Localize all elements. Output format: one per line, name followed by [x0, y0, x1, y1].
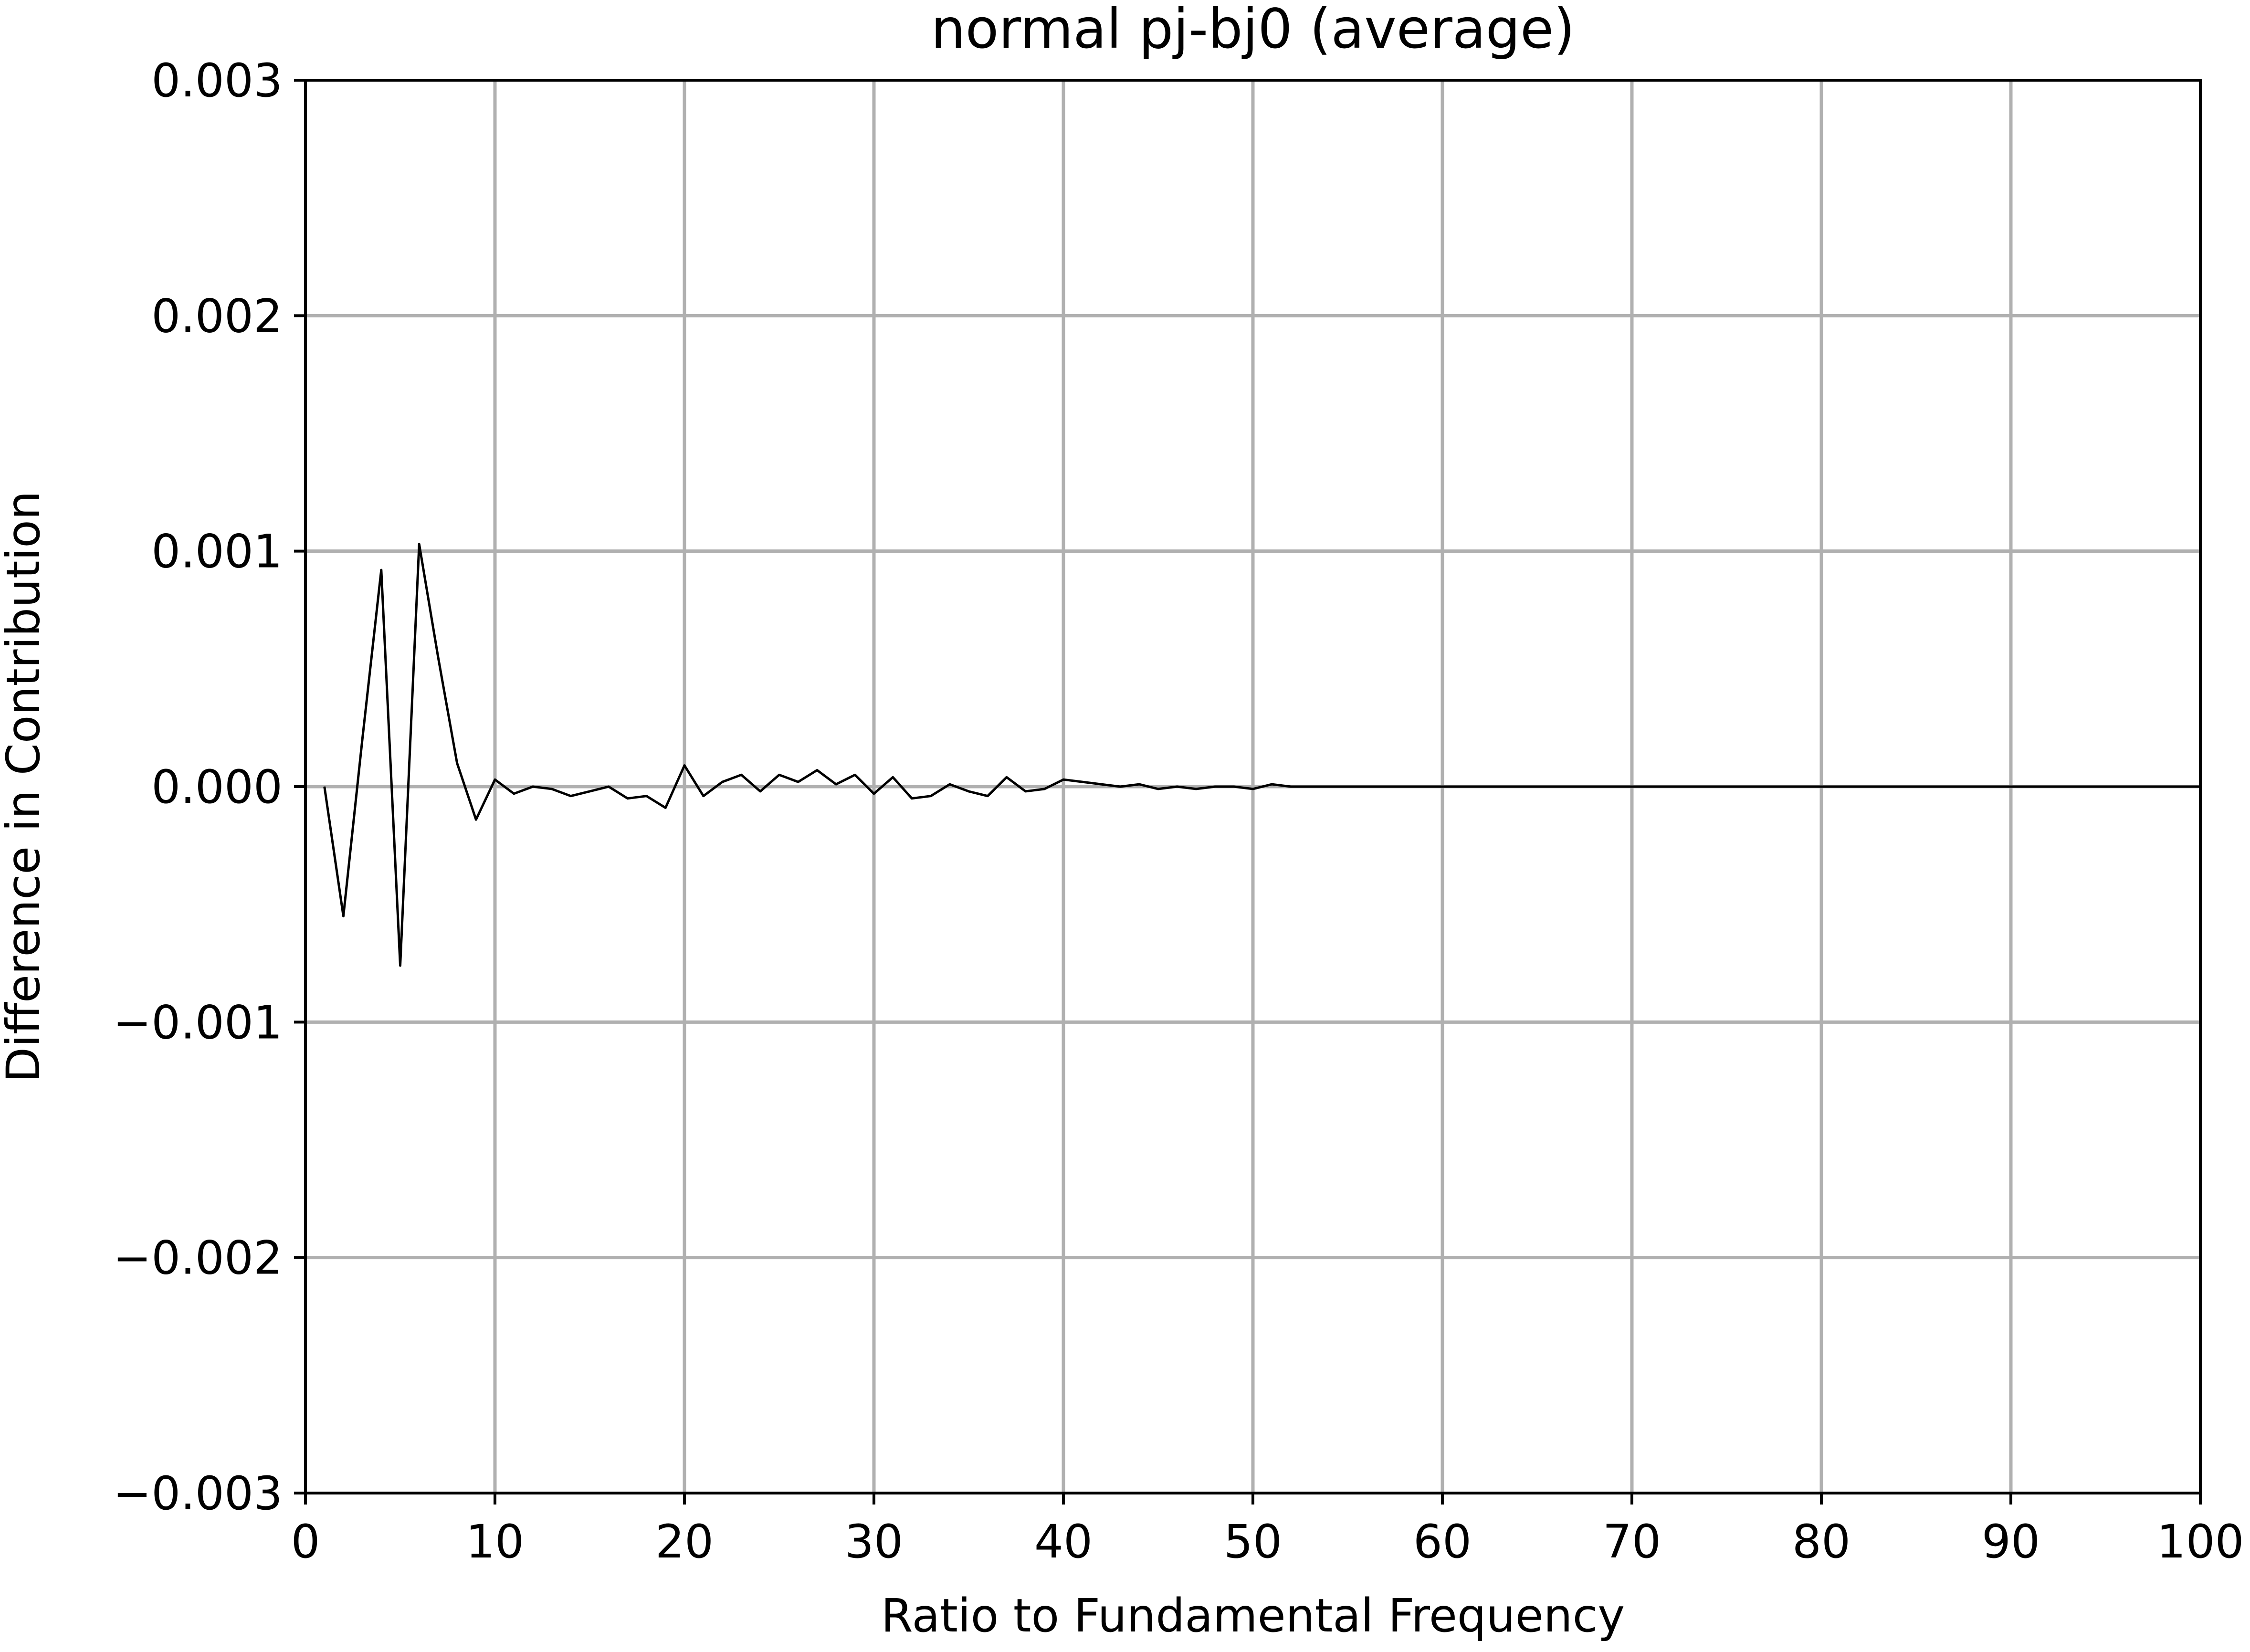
y-tick-label: 0.003	[151, 54, 283, 107]
series-line	[323, 543, 2200, 967]
y-tick-label: 0.000	[151, 760, 283, 814]
x-tick-label: 80	[1792, 1515, 1850, 1568]
x-tick-label: 30	[845, 1515, 903, 1568]
data-point	[1101, 784, 1102, 785]
x-tick-label: 0	[291, 1515, 320, 1568]
data-point	[1063, 779, 1064, 780]
series-layer	[323, 543, 2201, 967]
y-tick-label: 0.002	[151, 289, 283, 343]
ticks: 0 10 20 30 40 50 60 70 80 90 100 0.003 0.002 0.001 0.0…	[113, 54, 2244, 1568]
x-tick-label: 70	[1603, 1515, 1661, 1568]
y-tick-label: −0.002	[113, 1231, 283, 1285]
data-point	[362, 739, 363, 740]
chart-title: normal pj-bj0 (average)	[931, 0, 1575, 61]
y-tick-label: −0.003	[113, 1467, 283, 1520]
x-axis-label: Ratio to Fundamental Frequency	[881, 1589, 1625, 1642]
x-tick-label: 100	[2156, 1515, 2244, 1568]
x-tick-label: 90	[1982, 1515, 2040, 1568]
y-tick-label: 0.001	[151, 525, 283, 579]
data-point	[949, 784, 950, 785]
x-tick-label: 40	[1034, 1515, 1093, 1568]
y-axis-label: Difference in Contribution	[0, 491, 50, 1083]
x-tick-label: 50	[1224, 1515, 1282, 1568]
data-point	[627, 798, 628, 799]
y-tick-label: −0.001	[113, 996, 283, 1049]
data-point	[1006, 777, 1007, 778]
x-tick-label: 60	[1413, 1515, 1472, 1568]
x-tick-label: 10	[466, 1515, 524, 1568]
data-point	[684, 765, 685, 766]
x-tick-label: 20	[655, 1515, 714, 1568]
